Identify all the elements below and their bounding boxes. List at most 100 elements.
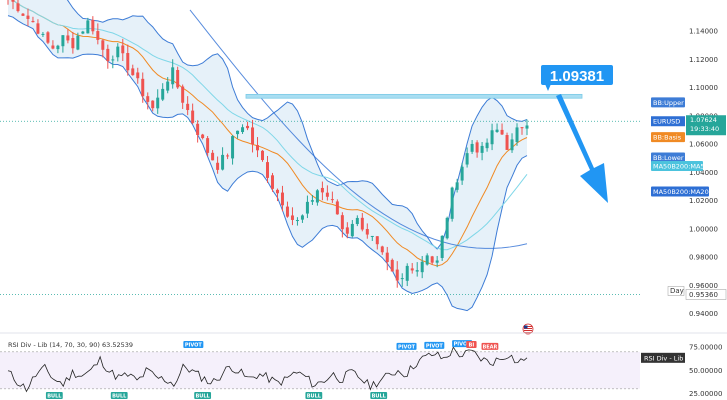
candle-body[interactable] (91, 19, 95, 32)
candle-body[interactable] (515, 127, 519, 143)
candle-body[interactable] (16, 3, 20, 12)
candle-body[interactable] (300, 215, 304, 220)
candle-body[interactable] (435, 260, 439, 263)
candle-body[interactable] (490, 130, 494, 145)
candle-body[interactable] (136, 72, 140, 79)
candle-body[interactable] (395, 269, 399, 281)
candle-body[interactable] (445, 217, 449, 239)
candle-body[interactable] (430, 256, 434, 263)
candle-body[interactable] (216, 162, 220, 170)
candle-body[interactable] (236, 130, 240, 135)
candle-body[interactable] (31, 20, 35, 23)
candle-body[interactable] (61, 35, 65, 47)
candle-body[interactable] (280, 192, 284, 206)
candle-body[interactable] (420, 261, 424, 273)
candle-body[interactable] (380, 246, 384, 253)
candle-body[interactable] (121, 45, 125, 54)
candle-body[interactable] (26, 15, 30, 19)
candle-body[interactable] (375, 236, 379, 245)
candle-body[interactable] (131, 68, 135, 76)
candle-body[interactable] (335, 201, 339, 215)
candle-body[interactable] (46, 32, 50, 43)
candle-body[interactable] (161, 88, 165, 100)
candle-body[interactable] (365, 229, 369, 235)
candle-body[interactable] (330, 199, 334, 201)
candle-body[interactable] (251, 127, 255, 145)
candle-body[interactable] (96, 31, 100, 40)
candle-body[interactable] (226, 155, 230, 157)
candle-body[interactable] (360, 217, 364, 230)
candle-body[interactable] (126, 53, 130, 71)
candle-body[interactable] (196, 123, 200, 135)
candle-body[interactable] (315, 190, 319, 203)
candle-body[interactable] (231, 136, 235, 159)
candle-body[interactable] (66, 35, 70, 41)
candle-body[interactable] (310, 200, 314, 202)
candle-body[interactable] (465, 153, 469, 165)
candle-body[interactable] (510, 139, 514, 151)
candle-body[interactable] (425, 255, 429, 265)
candle-body[interactable] (156, 97, 160, 109)
price-axis[interactable]: 1.140001.120001.100001.080001.060001.040… (640, 0, 727, 400)
candle-body[interactable] (500, 129, 504, 135)
candle-body[interactable] (101, 40, 105, 50)
candle-body[interactable] (520, 127, 524, 129)
candle-body[interactable] (56, 45, 60, 50)
candle-body[interactable] (206, 138, 210, 153)
candle-body[interactable] (241, 127, 245, 133)
candle-body[interactable] (350, 223, 354, 237)
candle-body[interactable] (525, 125, 529, 129)
candle-body[interactable] (270, 175, 274, 189)
candle-body[interactable] (320, 187, 324, 193)
candle-body[interactable] (305, 201, 309, 214)
candle-body[interactable] (275, 189, 279, 194)
candle-body[interactable] (450, 187, 454, 219)
candle-body[interactable] (400, 278, 404, 280)
candle-body[interactable] (340, 215, 344, 230)
candle-body[interactable] (141, 78, 145, 97)
candle-body[interactable] (256, 145, 260, 151)
candle-body[interactable] (166, 81, 170, 91)
candle-body[interactable] (325, 192, 329, 197)
candle-body[interactable] (295, 220, 299, 222)
candle-body[interactable] (146, 96, 150, 102)
candle-body[interactable] (505, 135, 509, 150)
candle-body[interactable] (410, 268, 414, 271)
candle-body[interactable] (11, 0, 15, 2)
candle-body[interactable] (285, 206, 289, 217)
candle-body[interactable] (221, 154, 225, 170)
candle-body[interactable] (460, 166, 464, 181)
candle-body[interactable] (76, 35, 80, 50)
candle-body[interactable] (455, 182, 459, 190)
candle-body[interactable] (86, 20, 90, 34)
candle-body[interactable] (475, 142, 479, 153)
candle-body[interactable] (191, 110, 195, 123)
candle-body[interactable] (370, 235, 374, 237)
candle-body[interactable] (246, 125, 250, 129)
candle-body[interactable] (440, 235, 444, 258)
candle-body[interactable] (106, 48, 110, 62)
candle-body[interactable] (261, 150, 265, 161)
candle-body[interactable] (415, 270, 419, 272)
candle-body[interactable] (470, 143, 474, 152)
candle-body[interactable] (266, 162, 269, 178)
candle-body[interactable] (71, 38, 75, 49)
candle-body[interactable] (151, 100, 155, 109)
candle-body[interactable] (390, 259, 394, 272)
candle-body[interactable] (345, 227, 349, 234)
candle-body[interactable] (111, 59, 115, 61)
candle-body[interactable] (116, 46, 120, 58)
candle-body[interactable] (495, 129, 499, 132)
rsi-pane[interactable]: RSI Div - Lib (14, 70, 30, 90) 63.52539 7… (0, 332, 727, 400)
candle-body[interactable] (385, 252, 389, 263)
candle-body[interactable] (81, 31, 85, 34)
candle-body[interactable] (171, 67, 175, 85)
candle-body[interactable] (41, 33, 45, 35)
candle-body[interactable] (480, 145, 484, 153)
candle-body[interactable] (290, 215, 294, 220)
candle-body[interactable] (485, 142, 489, 149)
candle-body[interactable] (51, 45, 55, 49)
candle-body[interactable] (201, 134, 205, 139)
candle-body[interactable] (21, 13, 25, 16)
